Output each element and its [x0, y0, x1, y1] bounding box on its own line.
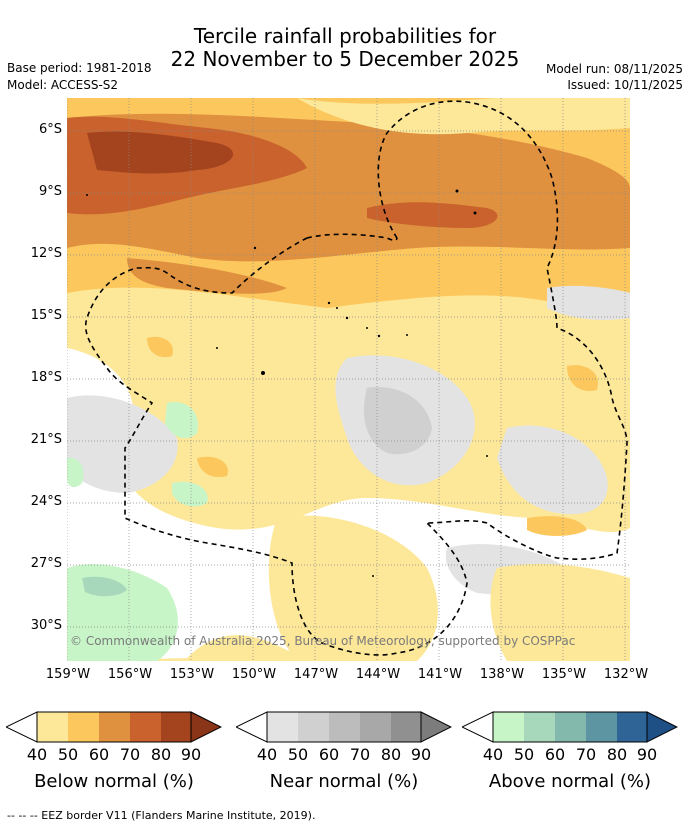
- below-tick-60: 60: [88, 745, 110, 764]
- green-patch-4: [172, 481, 208, 507]
- near-tick-90: 90: [410, 745, 432, 764]
- model-name: Model: ACCESS-S2: [7, 78, 119, 92]
- dark-brown-east: [367, 202, 498, 228]
- colorbar-above-normal: [462, 711, 678, 743]
- grey-patch-right: [497, 425, 608, 515]
- lon-label-144w: 144°W: [355, 667, 401, 682]
- map-title-line-2: 22 November to 5 December 2025: [170, 47, 520, 71]
- colorbar-near-80: [391, 712, 421, 742]
- lat-label-24s: 24°S: [30, 494, 62, 509]
- above-tick-80: 80: [606, 745, 628, 764]
- near-normal-title: Near normal (%): [269, 771, 419, 792]
- above-tick-70: 70: [575, 745, 597, 764]
- map-title-line-1: Tercile rainfall probabilities for: [193, 24, 497, 48]
- below-tick-90: 90: [180, 745, 202, 764]
- colorbar-below-40: [37, 712, 68, 742]
- above-normal-title: Above normal (%): [488, 771, 652, 792]
- near-tick-70: 70: [349, 745, 371, 764]
- lon-label-138w: 138°W: [479, 667, 525, 682]
- grey-patch-north-east: [547, 285, 630, 320]
- above-tick-50: 50: [513, 745, 535, 764]
- lat-label-12s: 12°S: [30, 246, 62, 261]
- mid-orange-belt: [127, 258, 287, 294]
- colorbar-below-normal: [6, 711, 222, 743]
- orange-band-top-pale: [297, 98, 630, 135]
- lat-label-27s: 27°S: [30, 556, 62, 571]
- colorbar-below-low-arrow: [6, 711, 38, 743]
- lat-label-6s: 6°S: [38, 122, 62, 137]
- below-tick-80: 80: [150, 745, 172, 764]
- above-tick-90: 90: [636, 745, 658, 764]
- colorbar-near-60: [329, 712, 360, 742]
- lat-label-15s: 15°S: [30, 308, 62, 323]
- lat-label-9s: 9°S: [38, 184, 62, 199]
- lat-label-30s: 30°S: [30, 618, 62, 633]
- lon-label-156w: 156°W: [107, 667, 153, 682]
- eez-border-west: [85, 237, 468, 656]
- lat-label-18s: 18°S: [30, 370, 62, 385]
- colorbar-below-70: [130, 712, 161, 742]
- lon-label-135w: 135°W: [541, 667, 587, 682]
- lon-label-153w: 153°W: [169, 667, 215, 682]
- graticule: [67, 98, 630, 661]
- below-tick-40: 40: [26, 745, 48, 764]
- base-period: Base period: 1981-2018: [7, 61, 152, 75]
- pale-patch-south-east: [490, 563, 630, 661]
- pale-patch-south: [268, 515, 438, 661]
- near-tick-80: 80: [380, 745, 402, 764]
- colorbar-below-80: [161, 712, 191, 742]
- grey-patch-west: [67, 395, 178, 493]
- colorbar-below-50: [68, 712, 99, 742]
- model-run-date: Model run: 08/11/2025: [545, 62, 683, 76]
- lon-label-150w: 150°W: [231, 667, 277, 682]
- orange-patch-small-1: [197, 456, 228, 478]
- lat-label-21s: 21°S: [30, 432, 62, 447]
- eez-border-east: [377, 100, 628, 560]
- colorbar-near-low-arrow: [236, 711, 268, 743]
- map-canvas: [67, 98, 630, 661]
- below-tick-70: 70: [119, 745, 141, 764]
- green-patch-3: [165, 402, 198, 439]
- above-tick-60: 60: [544, 745, 566, 764]
- colorbar-above-50: [524, 712, 555, 742]
- colorbar-near-40: [267, 712, 298, 742]
- colorbar-above-high-arrow: [646, 711, 678, 743]
- near-tick-50: 50: [287, 745, 309, 764]
- islands: [86, 189, 488, 577]
- map-credit: © Commonwealth of Australia 2025, Bureau…: [70, 634, 576, 648]
- lon-label-159w: 159°W: [45, 667, 91, 682]
- green-patch-2: [82, 576, 127, 597]
- lon-label-141w: 141°W: [417, 667, 463, 682]
- colorbar-near-normal: [236, 711, 452, 743]
- lon-label-132w: 132°W: [603, 667, 649, 682]
- grey-patch-central-dark: [363, 387, 432, 455]
- colorbar-above-60: [555, 712, 586, 742]
- colorbar-above-40: [493, 712, 524, 742]
- below-normal-title: Below normal (%): [34, 771, 194, 792]
- colorbar-near-50: [298, 712, 329, 742]
- orange-patch-south-east: [527, 516, 587, 536]
- eez-border-north: [306, 233, 398, 241]
- orange-patch-small-2: [567, 365, 598, 391]
- colorbar-near-70: [360, 712, 391, 742]
- colorbar-below-high-arrow: [190, 711, 222, 743]
- below-tick-50: 50: [57, 745, 79, 764]
- colorbar-above-70: [586, 712, 617, 742]
- colorbar-near-high-arrow: [420, 711, 452, 743]
- lon-label-147w: 147°W: [293, 667, 339, 682]
- eez-border-note: -- -- -- EEZ border V11 (Flanders Marine…: [7, 809, 316, 822]
- near-tick-60: 60: [318, 745, 340, 764]
- above-tick-40: 40: [482, 745, 504, 764]
- near-tick-40: 40: [256, 745, 278, 764]
- darkest-brown-core: [87, 131, 234, 174]
- eez-borders: [85, 100, 628, 656]
- probability-map: © Commonwealth of Australia 2025, Bureau…: [67, 98, 630, 661]
- orange-patch-small-3: [147, 336, 173, 358]
- issued-date: Issued: 10/11/2025: [567, 78, 683, 92]
- colorbar-below-60: [99, 712, 130, 742]
- colorbar-above-80: [617, 712, 647, 742]
- green-patch-5: [67, 457, 84, 488]
- colorbar-above-low-arrow: [462, 711, 494, 743]
